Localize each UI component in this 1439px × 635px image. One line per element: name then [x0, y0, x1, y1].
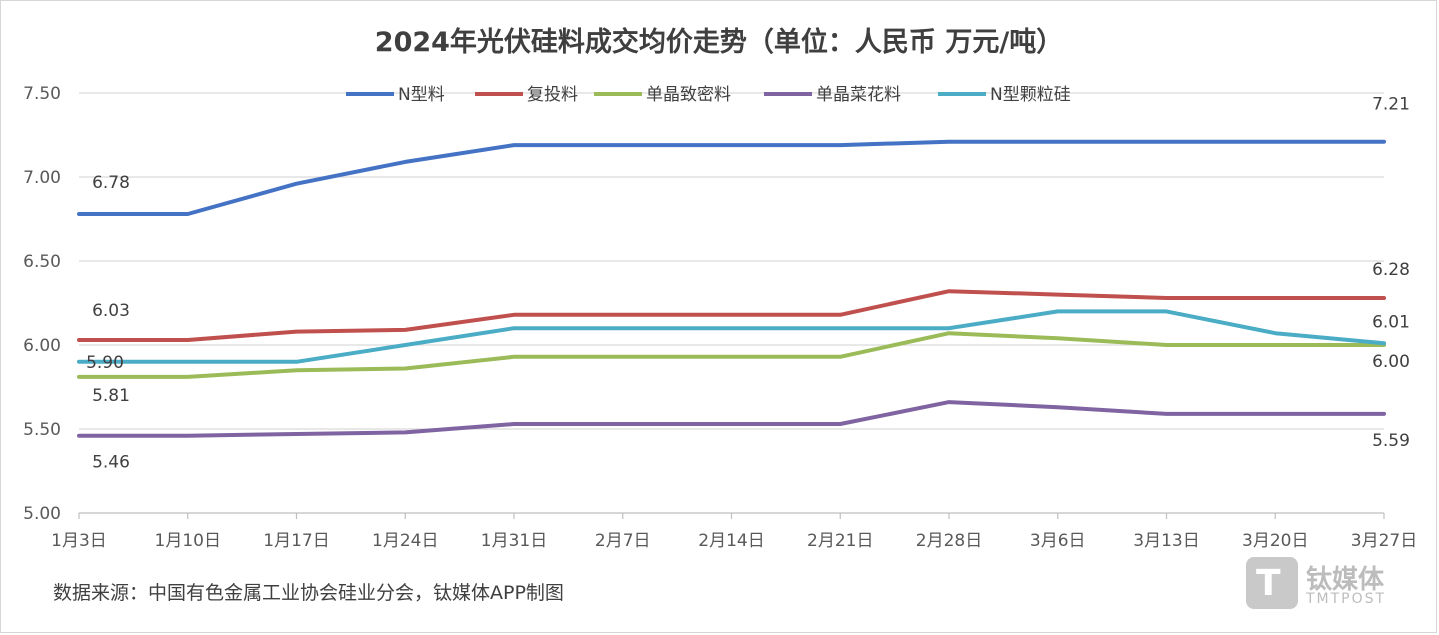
chart-title: 2024年光伏硅料成交均价走势（单位：人民币 万元/吨）: [375, 26, 1063, 58]
y-tick-label: 6.00: [23, 336, 61, 356]
gridlines: [79, 92, 1384, 514]
legend: N型料 复投料 单晶致密料 单晶菜花料 N型颗粒硅: [346, 85, 1071, 105]
data-label-last: 5.59: [1372, 431, 1410, 451]
data-label-last: 7.21: [1372, 95, 1410, 115]
legend-entry: 单晶菜花料: [816, 85, 901, 105]
legend-entry: N型颗粒硅: [990, 85, 1071, 105]
series-line-4: [77, 309, 1386, 364]
series-line-3: [77, 400, 1386, 438]
source-note: 数据来源：中国有色金属工业协会硅业分会，钛媒体APP制图: [53, 582, 564, 604]
x-tick-label: 2月14日: [698, 531, 764, 551]
x-tick-label: 3月13日: [1133, 531, 1199, 551]
series-line-2: [77, 331, 1386, 379]
data-label-first: 6.03: [92, 301, 130, 321]
x-tick-label: 3月6日: [1030, 531, 1086, 551]
x-tick-label: 1月3日: [51, 531, 107, 551]
y-tick-label: 5.00: [23, 504, 61, 524]
data-labels: 6.78 7.21 6.03 6.28 5.81 6.00 5.46 5.59 5.90 6.01: [86, 95, 1410, 473]
x-tick-label: 3月20日: [1242, 531, 1308, 551]
y-tick-label: 5.50: [23, 420, 61, 440]
series-lines: [77, 139, 1386, 438]
y-tick-label: 7.00: [23, 168, 61, 188]
data-label-last: 6.01: [1372, 312, 1410, 332]
data-label-first: 6.78: [92, 173, 130, 193]
x-tick-label: 3月27日: [1351, 531, 1417, 551]
series-line-1: [77, 289, 1386, 342]
legend-entry: 复投料: [527, 85, 578, 105]
x-tick-label: 2月7日: [595, 531, 651, 551]
data-label-last: 6.00: [1372, 352, 1410, 372]
watermark-en: TMTPOST: [1306, 591, 1387, 607]
data-label-first: 5.81: [92, 386, 130, 406]
series-line-0: [77, 139, 1386, 216]
y-tick-label: 6.50: [23, 252, 61, 272]
tmtpost-logo-icon: T: [1246, 557, 1298, 609]
data-label-last: 6.28: [1372, 260, 1410, 280]
legend-entry: N型料: [398, 85, 445, 105]
x-axis: 1月3日 1月10日 1月17日 1月24日 1月31日 2月7日 2月14日 2月21日 2月…: [51, 513, 1417, 551]
legend-entry: 单晶致密料: [646, 85, 731, 105]
y-tick-label: 7.50: [23, 84, 61, 104]
x-tick-label: 2月28日: [916, 531, 982, 551]
x-tick-label: 1月31日: [481, 531, 547, 551]
y-axis: 5.00 5.50 6.00 6.50 7.00 7.50: [23, 84, 61, 524]
x-tick-label: 1月10日: [155, 531, 221, 551]
x-tick-label: 1月24日: [372, 531, 438, 551]
data-label-first: 5.90: [86, 353, 124, 373]
watermark-cn: 钛媒体: [1306, 565, 1385, 595]
watermark-logo: T 钛媒体 TMTPOST: [1246, 557, 1426, 609]
data-label-first: 5.46: [92, 453, 130, 473]
x-tick-label: 2月21日: [807, 531, 873, 551]
x-tick-label: 1月17日: [263, 531, 329, 551]
